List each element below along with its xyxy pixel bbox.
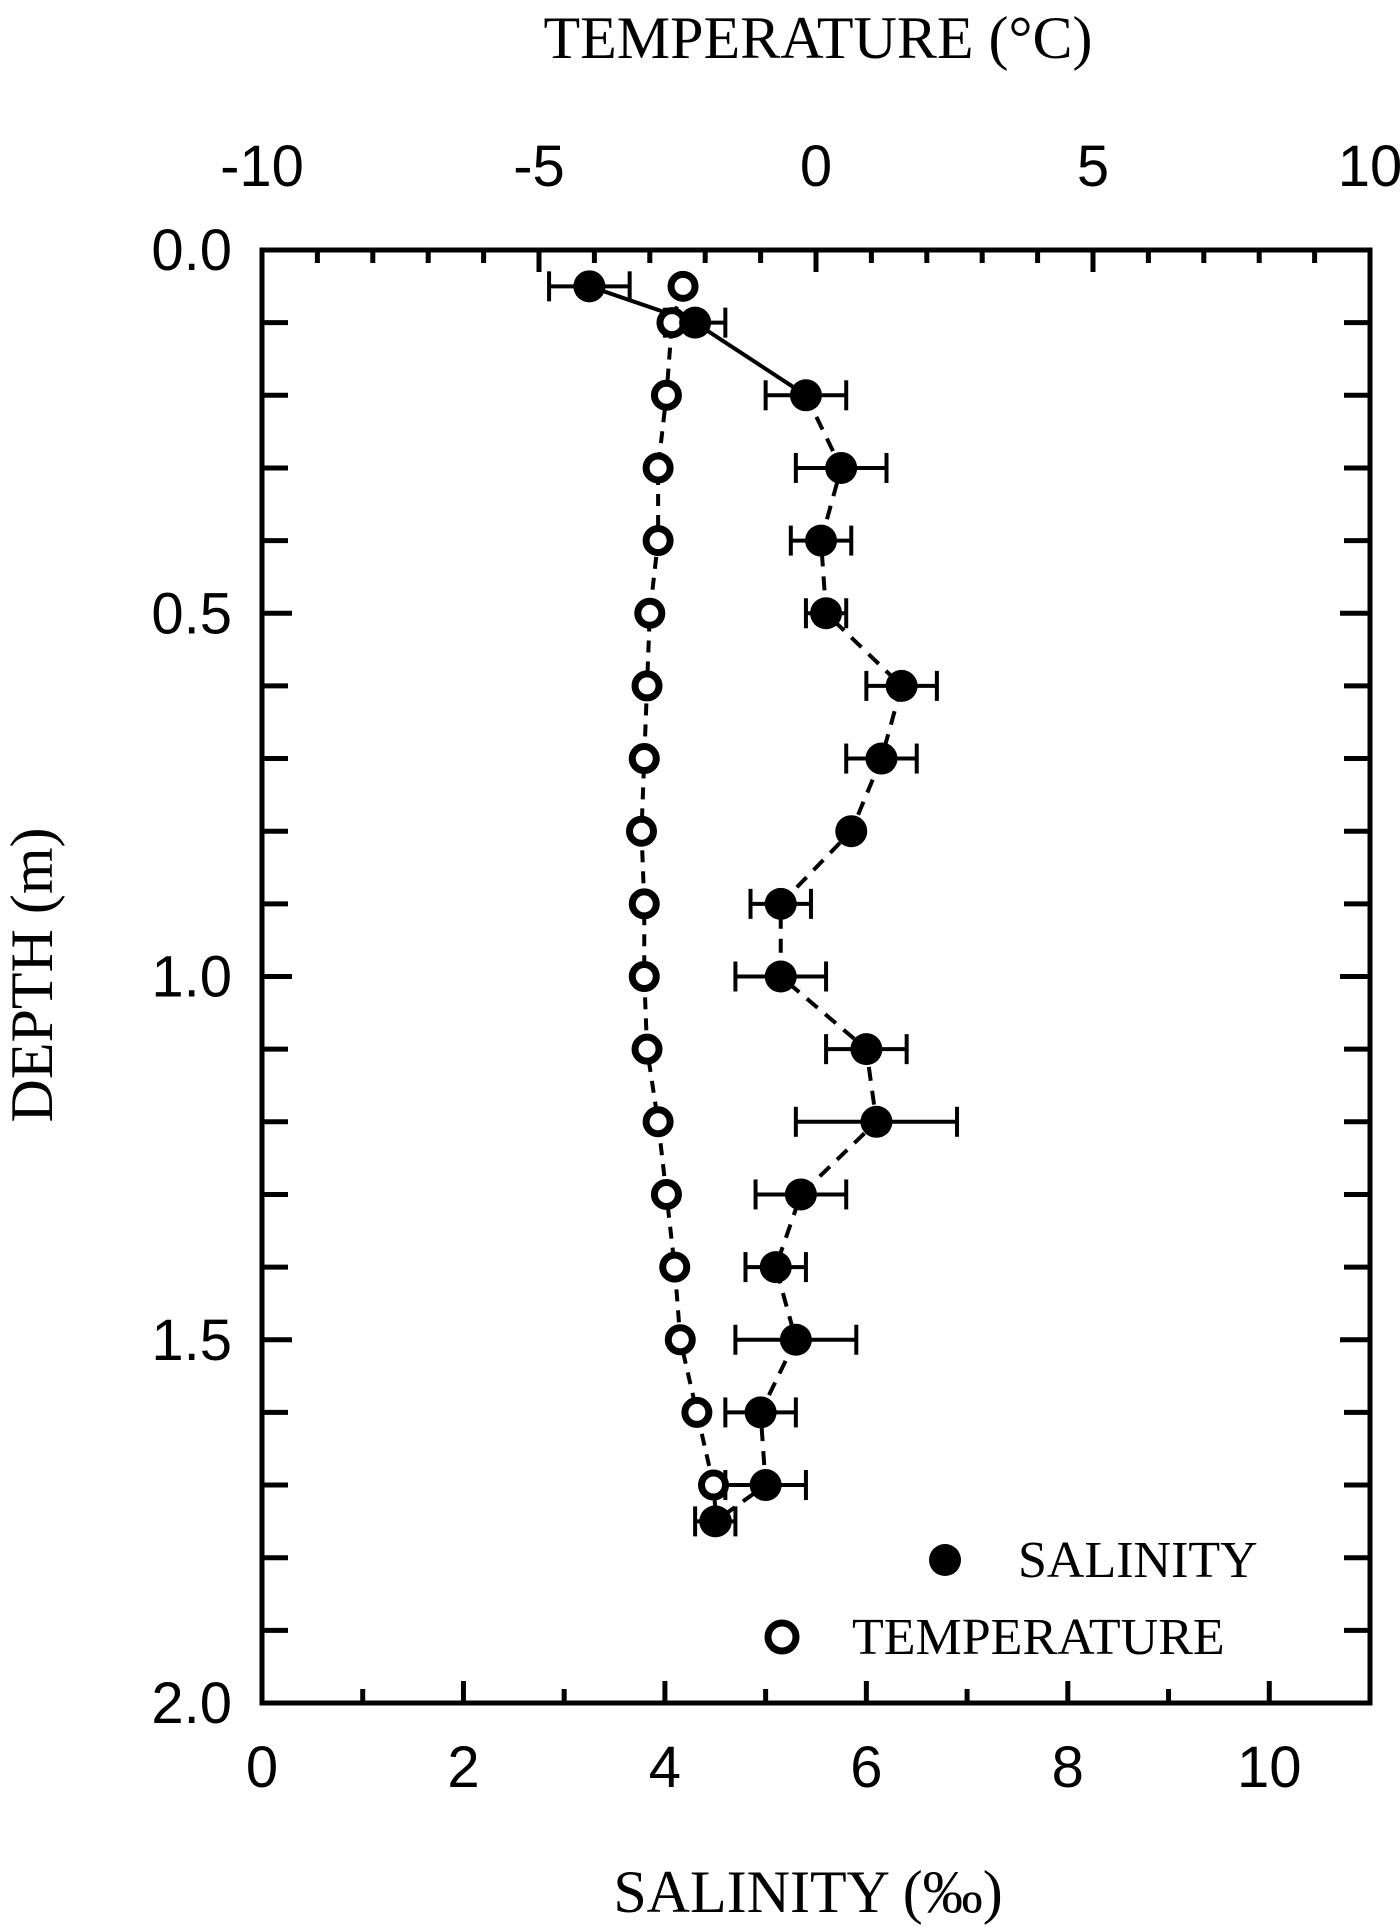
top-axis-tick-label: 5 [1077,134,1109,199]
legend-temperature-label: TEMPERATURE [852,1609,1225,1666]
temperature-point [650,379,682,411]
temperature-point [681,1396,713,1428]
temperature-point [642,452,674,484]
y-axis-tick-label: 0.5 [151,581,232,646]
salinity-point [860,1105,893,1138]
top-axis-tick-label: 0 [800,134,832,199]
temperature-point [698,1469,730,1501]
temperature-point [642,1106,674,1138]
top-axis-title: TEMPERATURE (°C) [544,5,1093,71]
y-axis-tick-label: 1.5 [151,1308,232,1373]
temperature-point [628,961,660,992]
temperature-point [634,597,666,629]
salinity-point [759,1251,792,1284]
salinity-point [835,815,868,848]
y-axis-tick-label: 0.0 [151,218,232,283]
salinity-point [825,451,858,484]
legend-salinity-label: SALINITY [1018,1532,1258,1589]
salinity-point [749,1469,782,1502]
temperature-point [642,525,674,557]
legend: SALINITY TEMPERATURE [764,1532,1258,1666]
temperature-point [664,1324,696,1356]
salinity-point [865,742,898,775]
salinity-point [764,960,797,993]
bottom-axis-tick-label: 4 [649,1735,681,1800]
top-axis-tick-label: -5 [513,134,565,199]
temperature-point [650,1178,682,1210]
salinity-point [744,1396,777,1429]
bottom-axis-tick-label: 10 [1237,1735,1302,1800]
salinity-point [573,270,606,303]
temperature-point [631,1033,663,1065]
salinity-point [789,379,822,412]
series-markers [573,270,918,1538]
salinity-point [850,1033,883,1066]
salinity-point [779,1323,812,1356]
temperature-point [628,888,660,920]
salinity-point [885,669,918,702]
salinity-line-dashed [714,394,904,1523]
salinity-point [805,524,838,557]
top-axis-tick-label: 10 [1338,134,1400,199]
salinity-point [784,1178,817,1211]
salinity-point [764,887,797,920]
temperature-point [667,270,699,302]
axis-ticks [259,247,1373,1706]
bottom-axis-tick-label: 2 [447,1735,479,1800]
temperature-point [625,815,657,847]
bottom-axis-tick-label: 0 [246,1735,278,1800]
temperature-point [659,1251,691,1283]
salinity-point [679,306,712,339]
y-axis-tick-label: 2.0 [151,1671,232,1736]
y-axis-tick-label: 1.0 [151,945,232,1010]
bottom-axis-tick-label: 6 [850,1735,882,1800]
bottom-axis-title: SALINITY (‰) [613,1859,1002,1925]
salinity-error-bars [547,271,960,1537]
salinity-point [810,597,843,630]
top-axis-tick-label: -10 [220,134,304,199]
bottom-axis-tick-label: 8 [1052,1735,1084,1800]
legend-temperature-marker [764,1619,800,1655]
salinity-point [699,1505,732,1538]
salinity-line-solid [588,284,808,397]
y-axis-title: DEPTH (m) [0,828,65,1123]
legend-salinity-marker [929,1544,961,1576]
temperature-point [631,670,663,702]
temperature-point [628,743,660,775]
axis-tick-labels: 0 2 4 6 8 10 -10 -5 0 5 10 0.0 0.5 1.0 1.5 2.0 [151,134,1400,1800]
